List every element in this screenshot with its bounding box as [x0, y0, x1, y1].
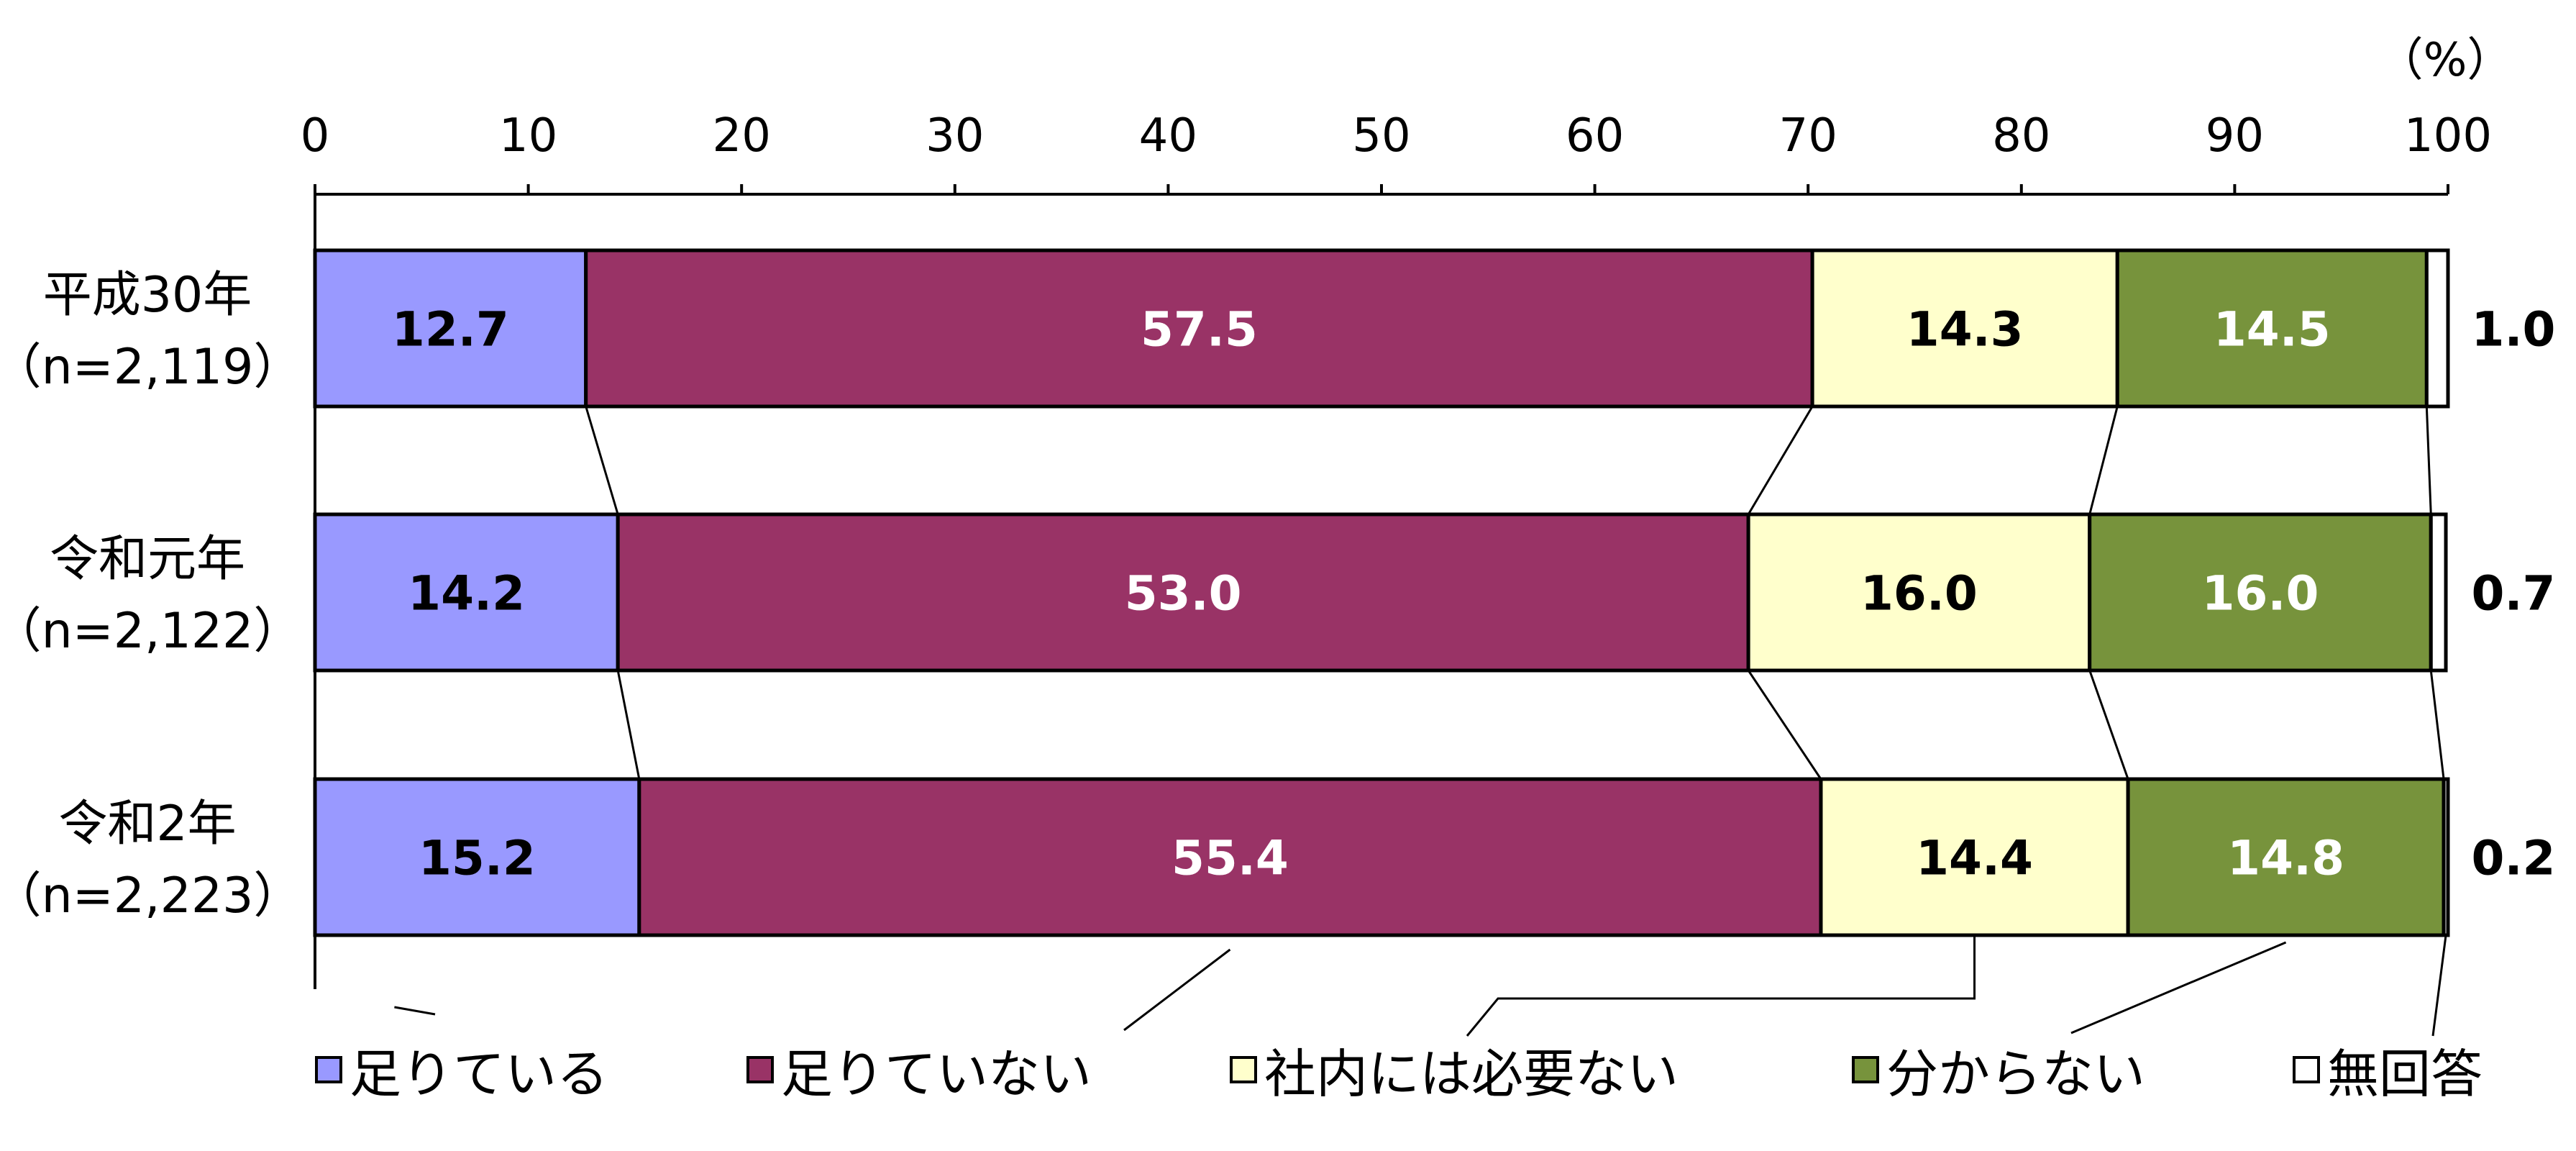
callout-line — [1466, 935, 1976, 1037]
row-label-n: （n=2,223） — [0, 868, 302, 924]
data-label: 0.7 — [2472, 566, 2556, 622]
x-tick-label: 50 — [1352, 109, 1410, 163]
x-tick-label: 20 — [712, 109, 770, 163]
data-label: 14.2 — [408, 566, 525, 622]
x-tick-label: 40 — [1139, 109, 1197, 163]
legend-swatch — [1852, 1056, 1879, 1083]
bar-segment — [2424, 248, 2450, 409]
x-tick-label: 100 — [2404, 109, 2492, 163]
legend-label: 社内には必要ない — [1264, 1044, 1678, 1104]
bar-segment — [1810, 248, 2119, 409]
legend-label: 足りている — [350, 1044, 608, 1104]
data-label: 14.3 — [1906, 302, 2024, 358]
connector-line — [2425, 406, 2432, 515]
bar-segment — [637, 777, 1823, 937]
data-label: 53.0 — [1125, 566, 1242, 622]
row-labels: 平成30年 （n=2,119） 令和元年 （n=2,122） 令和2年 （n=2,223） — [0, 267, 302, 924]
row-label: 平成30年 — [43, 267, 252, 324]
legend-swatch — [1230, 1056, 1257, 1083]
data-label: 12.7 — [392, 302, 509, 358]
callout-line — [2070, 941, 2287, 1034]
data-label: 14.5 — [2214, 302, 2331, 358]
row-label: 令和2年 — [58, 796, 236, 852]
x-tick-label: 0 — [301, 109, 330, 163]
row-label-n: （n=2,122） — [0, 603, 302, 660]
bar-segment — [584, 248, 1814, 409]
data-label: 1.0 — [2472, 302, 2556, 358]
data-label: 15.2 — [419, 831, 536, 886]
legend-swatch — [315, 1056, 342, 1083]
legend-callout-lines — [394, 934, 2447, 1037]
connector-line — [1747, 406, 1814, 515]
legend-label: 無回答 — [2327, 1044, 2483, 1104]
x-axis: 0 10 20 30 40 50 60 70 80 90 100 — [301, 109, 2492, 989]
data-label: 57.5 — [1141, 302, 1258, 358]
bar-segment — [313, 512, 620, 673]
legend-label: 分からない — [1886, 1044, 2145, 1104]
connector-line — [2088, 670, 2129, 780]
connector-line — [1747, 670, 1822, 780]
legend-label: 足りていない — [781, 1044, 1092, 1104]
callout-line — [2431, 934, 2447, 1037]
data-label: 14.4 — [1916, 831, 2033, 886]
bar-segment — [2442, 777, 2450, 937]
bar-segment — [2429, 512, 2448, 673]
callout-line — [1123, 948, 1231, 1032]
data-label: 55.4 — [1171, 831, 1289, 886]
connector-line — [585, 406, 619, 515]
x-tick-label: 60 — [1566, 109, 1624, 163]
connector-line — [2088, 406, 2119, 515]
data-label: 16.0 — [1860, 566, 1978, 622]
x-tick-label: 80 — [1992, 109, 2050, 163]
x-tick-label: 10 — [499, 109, 557, 163]
data-label: 16.0 — [2202, 566, 2319, 622]
bar-segment — [2115, 248, 2429, 409]
callout-line — [394, 1006, 436, 1016]
row-label-n: （n=2,119） — [0, 339, 302, 396]
row-label: 令和元年 — [50, 531, 245, 588]
data-label: 0.2 — [2472, 831, 2556, 886]
bar-segment — [2126, 777, 2446, 937]
data-label: 14.8 — [2227, 831, 2344, 886]
connector-line — [616, 670, 641, 780]
x-tick-label: 90 — [2206, 109, 2264, 163]
unit-label: （%） — [2378, 34, 2513, 87]
connector-line — [2429, 670, 2445, 780]
x-tick-label: 70 — [1778, 109, 1837, 163]
bars: 12.7 57.5 14.3 14.5 1.0 14.2 53.0 16.0 16.0 0.7 15… — [313, 248, 2556, 937]
legend-swatch — [2293, 1056, 2320, 1083]
bar-segment — [313, 248, 588, 409]
x-tick-label: 30 — [926, 109, 984, 163]
connector-lines — [585, 406, 2445, 780]
legend: 足りている 足りていない 社内には必要ない 分からない 無回答 — [315, 1044, 2483, 1104]
legend-swatch — [746, 1056, 774, 1083]
